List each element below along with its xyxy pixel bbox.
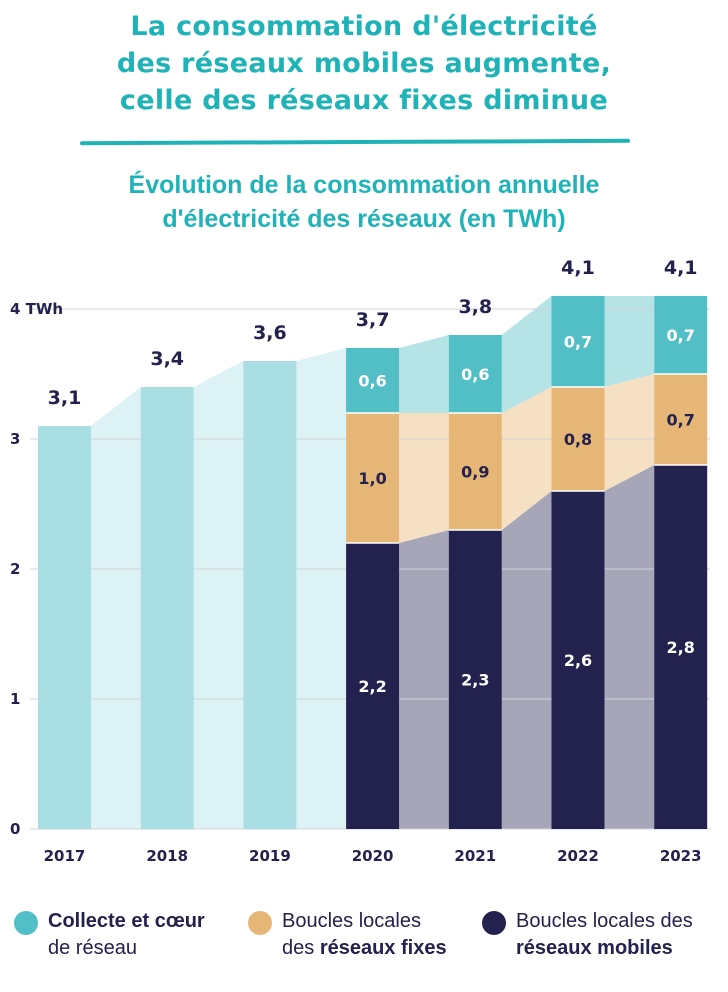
x-tick-label-2020: 2020 [352,847,394,865]
connector-band-collecte-2021 [501,296,552,413]
data-label-collecte-2022: 0,7 [564,333,592,352]
total-label-2018: 3,4 [150,348,184,370]
legend-item-mobiles: Boucles locales des réseaux mobiles [482,908,693,962]
connector-band-total-2019 [296,348,347,829]
bar-mobiles-2021 [448,530,502,829]
legend-collecte-rest: de réseau [48,937,137,959]
chart-headline: La consommation d'électricité des réseau… [0,8,728,119]
legend-swatch-fixes [248,911,272,935]
legend-fixes-bold: réseaux fixes [319,937,447,959]
bar-mobiles-2023 [654,465,708,829]
legend-collecte-bold: Collecte et cœur [48,910,205,932]
y-tick-label: 3 [10,430,20,448]
y-tick-label: 4 TWh [10,300,63,318]
connector-band-fixes-2020 [399,413,449,543]
total-label-2021: 3,8 [458,296,492,318]
total-label-2017: 3,1 [48,387,82,409]
bar-total-2017 [38,426,91,829]
data-label-mobiles-2023: 2,8 [667,638,695,657]
bar-mobiles-2022 [551,491,605,829]
legend-mobiles-plain: Boucles locales des [516,910,693,932]
headline-line-2: des réseaux mobiles augmente, [116,48,612,79]
data-label-mobiles-2021: 2,3 [461,671,489,690]
legend-item-fixes: Boucles locales des réseaux fixes [248,908,447,962]
data-label-collecte-2020: 0,6 [358,372,386,391]
data-label-fixes-2022: 0,8 [564,430,592,449]
data-label-collecte-2021: 0,6 [461,365,489,384]
total-label-2020: 3,7 [356,309,390,331]
data-label-fixes-2020: 1,0 [358,469,386,488]
data-label-fixes-2023: 0,7 [667,411,695,430]
connector-band-mobiles-2020 [399,530,449,829]
chart-subtitle: Évolution de la consommation annuelle d'… [0,168,728,236]
bar-fixes-2020 [346,413,400,543]
connector-band-collecte-2022 [604,296,655,387]
legend-fixes-plain: Boucles locales [282,910,421,932]
x-tick-label-2022: 2022 [557,847,599,865]
total-label-2023: 4,1 [664,257,698,279]
bar-mobiles-2020 [346,543,400,829]
data-label-fixes-2021: 0,9 [461,463,489,482]
connector-band-fixes-2021 [501,387,552,530]
legend-mobiles-bold: réseaux mobiles [516,937,673,959]
data-label-collecte-2023: 0,7 [667,326,695,345]
connector-band-mobiles-2022 [604,465,655,829]
x-tick-label-2018: 2018 [146,847,188,865]
total-label-2019: 3,6 [253,322,287,344]
data-label-mobiles-2022: 2,6 [564,651,592,670]
headline-line-1: La consommation d'électricité [130,11,598,42]
y-tick-label: 0 [10,820,20,838]
legend-swatch-mobiles [482,911,506,935]
bar-total-2019 [243,361,297,829]
total-label-2022: 4,1 [561,257,595,279]
bar-fixes-2023 [654,374,708,465]
y-tick-label: 1 [10,690,20,708]
bar-collecte-2023 [654,296,708,374]
bar-collecte-2021 [448,335,502,413]
legend-swatch-collecte [14,911,38,935]
connector-band-total-2018 [193,361,244,829]
bar-total-2018 [140,387,194,829]
bar-collecte-2020 [346,348,400,413]
bar-collecte-2022 [551,296,605,387]
x-tick-label-2023: 2023 [660,847,702,865]
connector-band-mobiles-2021 [501,491,552,829]
x-tick-label-2021: 2021 [454,847,496,865]
bar-fixes-2022 [551,387,605,491]
connector-band-fixes-2022 [604,374,655,491]
x-tick-label-2019: 2019 [249,847,291,865]
connector-band-collecte-2020 [399,335,449,413]
bar-fixes-2021 [448,413,502,530]
x-tick-label-2017: 2017 [44,847,86,865]
subtitle-line-2: d'électricité des réseaux (en TWh) [162,205,566,233]
connector-band-total-2017 [91,387,141,829]
data-label-mobiles-2020: 2,2 [358,677,386,696]
stacked-bar-chart: 0 1 2 3 4 TWh 3,1 2017 3,4 2018 3,6 2019 2,2 1,0 0,6 3… [10,257,710,865]
y-tick-label: 2 [10,560,20,578]
subtitle-line-1: Évolution de la consommation annuelle [128,171,600,199]
legend-item-collecte: Collecte et cœur de réseau [14,908,205,962]
legend-fixes-pre: des [282,937,320,959]
headline-line-3: celle des réseaux fixes diminue [119,85,609,116]
